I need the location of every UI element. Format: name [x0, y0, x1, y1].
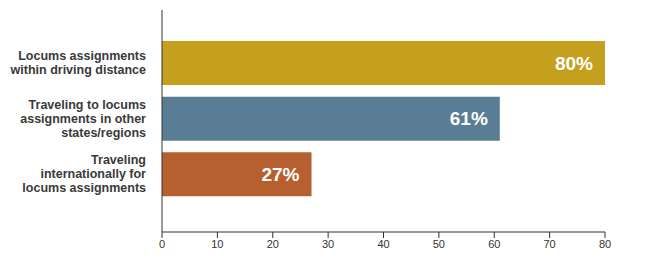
- svg-text:70: 70: [544, 238, 556, 250]
- svg-text:Locums assignmentswithin drivi: Locums assignmentswithin driving distanc…: [10, 49, 146, 77]
- svg-text:Traveling to locumsassignments: Traveling to locumsassignments in others…: [20, 98, 146, 140]
- svg-text:40: 40: [377, 238, 389, 250]
- svg-text:60: 60: [488, 238, 500, 250]
- svg-text:30: 30: [322, 238, 334, 250]
- svg-text:Travelinginternationally forlo: Travelinginternationally forlocums assig…: [22, 153, 146, 195]
- svg-text:50: 50: [433, 238, 445, 250]
- svg-text:61%: 61%: [450, 108, 488, 129]
- svg-text:0: 0: [159, 238, 165, 250]
- svg-text:80: 80: [599, 238, 611, 250]
- svg-text:27%: 27%: [261, 164, 299, 185]
- svg-text:20: 20: [267, 238, 279, 250]
- svg-text:80%: 80%: [555, 53, 593, 74]
- svg-text:10: 10: [211, 238, 223, 250]
